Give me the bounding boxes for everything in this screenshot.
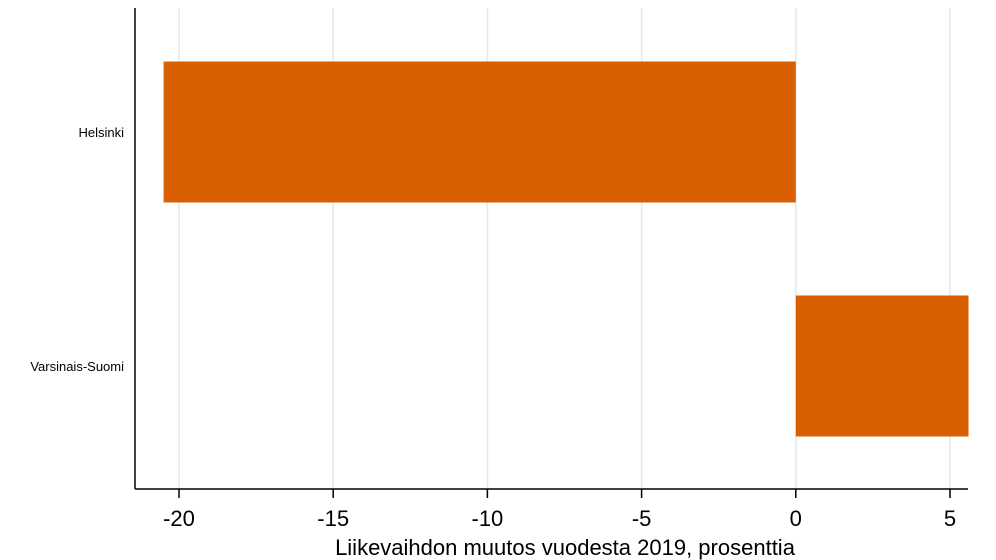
category-label: Varsinais-Suomi <box>30 359 124 374</box>
x-tick-label: -10 <box>472 506 504 531</box>
x-ticks: -20 -15 -10 -5 0 5 <box>163 489 956 531</box>
category-labels: Helsinki Varsinais-Suomi <box>30 125 124 374</box>
x-tick-label: -20 <box>163 506 195 531</box>
x-tick-label: -5 <box>632 506 652 531</box>
bar-varsinais-suomi <box>795 295 969 437</box>
bar-helsinki <box>163 61 796 203</box>
x-tick-label: -15 <box>317 506 349 531</box>
x-axis-title: Liikevaihdon muutos vuodesta 2019, prose… <box>335 535 796 560</box>
bars <box>163 61 969 437</box>
x-tick-label: 0 <box>790 506 802 531</box>
category-label: Helsinki <box>78 125 124 140</box>
x-tick-label: 5 <box>944 506 956 531</box>
